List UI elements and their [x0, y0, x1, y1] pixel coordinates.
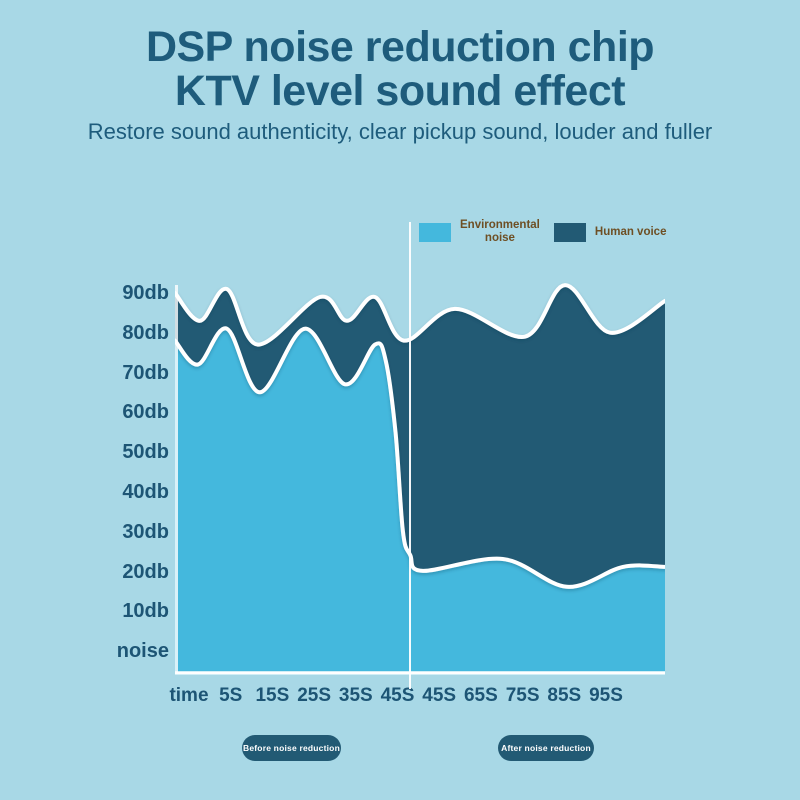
x-tick-15S-2: 15S — [255, 685, 290, 706]
chart-legend: Environmental noise Human voice — [419, 219, 680, 245]
page-title: DSP noise reduction chip KTV level sound… — [0, 25, 800, 113]
x-tick-95S-10: 95S — [589, 685, 623, 706]
x-tick-45S-5: 45S — [380, 685, 415, 706]
x-tick-85S-9: 85S — [547, 685, 582, 706]
legend-item-environmental-noise: Environmental noise — [419, 219, 540, 245]
human-voice-swatch-icon — [553, 222, 586, 242]
page-subtitle: Restore sound authenticity, clear pickup… — [87, 119, 713, 144]
legend-label-line2: noise — [484, 232, 515, 244]
y-tick-30db: 30db — [122, 520, 169, 543]
before-noise-reduction-badge: Before noise reduction — [242, 735, 341, 761]
y-tick-60db: 60db — [122, 401, 169, 424]
environmental-noise-curve-outline — [175, 326, 665, 589]
x-tick-75S-8: 75S — [505, 685, 540, 706]
x-tick-35S-4: 35S — [338, 685, 373, 706]
legend-item-human-voice: Human voice — [553, 222, 667, 242]
y-tick-50db: 50db — [122, 441, 169, 464]
legend-label-environmental-noise: Environmental noise — [460, 219, 540, 245]
y-tick-10db: 10db — [122, 600, 169, 623]
after-noise-reduction-badge: After noise reduction — [498, 735, 594, 761]
y-tick-40db: 40db — [122, 481, 169, 503]
environmental-noise-area — [175, 328, 665, 675]
x-tick-45S-6: 45S — [422, 685, 457, 706]
noise-reduction-divider-line — [409, 222, 411, 689]
environmental-noise-swatch-icon — [419, 222, 451, 242]
page-title-line1: DSP noise reduction chip — [145, 23, 655, 71]
x-tick-65S-7: 65S — [463, 685, 498, 706]
y-tick-70db: 70db — [122, 361, 169, 384]
y-tick-90db: 90db — [122, 282, 169, 304]
y-tick-noise: noise — [116, 640, 169, 663]
legend-label-line1: Environmental — [460, 219, 540, 231]
page-title-line2: KTV level sound effect — [174, 67, 626, 115]
y-tick-80db: 80db — [122, 321, 169, 344]
y-tick-20db: 20db — [122, 560, 169, 583]
area-chart — [175, 283, 665, 675]
x-tick-25S-3: 25S — [297, 685, 331, 706]
x-tick-5S-1: 5S — [219, 685, 243, 706]
human-voice-curve-outline — [175, 283, 665, 347]
legend-label-human-voice: Human voice — [594, 225, 667, 238]
x-tick-time-0: time — [169, 685, 209, 706]
